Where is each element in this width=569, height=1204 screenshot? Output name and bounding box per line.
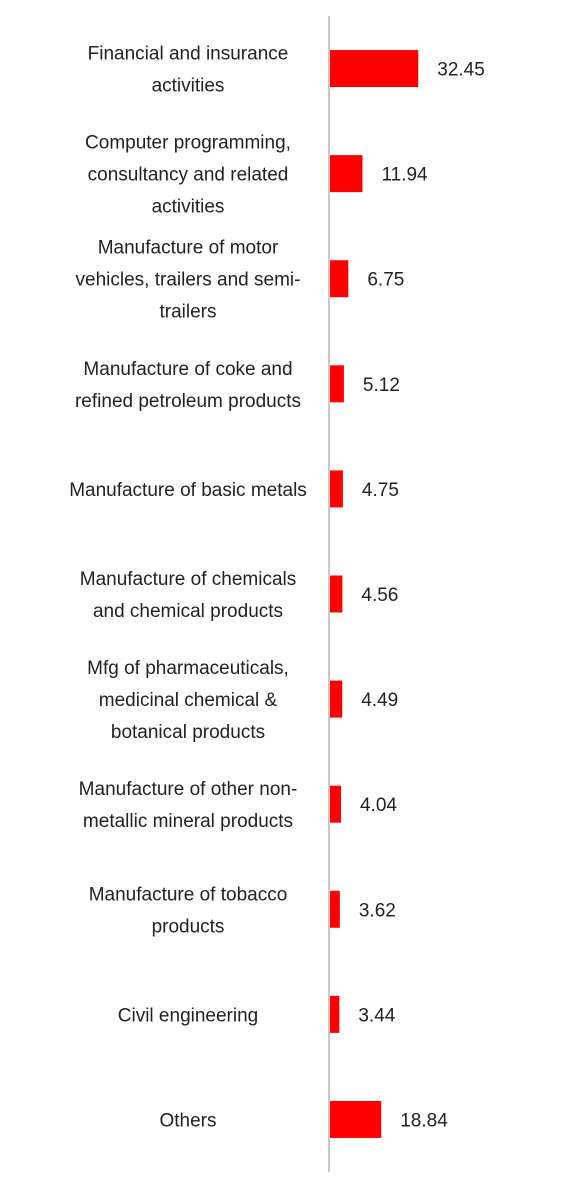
category-label-line: Manufacture of other non- <box>79 779 298 800</box>
value-label: 11.94 <box>381 165 428 186</box>
value-label: 3.44 <box>358 1005 395 1026</box>
bar <box>330 995 340 1033</box>
category-label: Manufacture of chemicals and chemical pro… <box>80 569 297 622</box>
value-label: 4.04 <box>360 795 397 816</box>
category-label: Manufacture of other non-metallic minera… <box>79 779 298 832</box>
category-label: Manufacture of tobacco products <box>89 884 288 937</box>
category-label-line: Others <box>159 1110 216 1131</box>
category-label-line: Mfg of pharmaceuticals, <box>87 658 289 679</box>
value-label: 4.56 <box>361 585 398 606</box>
value-label: 6.75 <box>367 270 404 291</box>
category-label-line: vehicles, trailers and semi- <box>76 270 301 291</box>
category-label-line: Civil engineering <box>118 1005 258 1026</box>
bar <box>330 50 419 88</box>
category-label-line: trailers <box>159 302 216 323</box>
category-label: Manufacture of motor vehicles, trailers a… <box>76 238 301 323</box>
category-label-line: metallic mineral products <box>83 811 293 832</box>
category-label: Manufacture of basic metals <box>69 480 307 501</box>
category-label-line: products <box>152 916 225 937</box>
category-label: Computer programming, consultancy and rel… <box>85 133 291 218</box>
category-label-line: Manufacture of basic metals <box>69 480 307 501</box>
category-label-line: medicinal chemical & <box>99 690 278 711</box>
bar <box>330 890 340 928</box>
value-label: 32.45 <box>437 60 485 81</box>
bar <box>330 155 363 193</box>
bar <box>330 1100 382 1138</box>
category-labels: Financial and insurance activitiesCompute… <box>69 44 307 1132</box>
category-label-line: Financial and insurance <box>88 44 289 65</box>
bar <box>330 680 343 718</box>
category-label: Manufacture of coke and refined petroleum… <box>75 359 301 412</box>
category-label-line: and chemical products <box>93 601 283 622</box>
bar <box>330 260 349 298</box>
category-label: Mfg of pharmaceuticals, medicinal chemica… <box>87 658 289 743</box>
category-label-line: Manufacture of motor <box>98 238 279 259</box>
value-labels: 32.45 11.94 6.75 5.12 4.75 4.56 4.49 4.04 3.62 3.… <box>358 60 484 1132</box>
category-label-line: refined petroleum products <box>75 391 301 412</box>
category-label-line: activities <box>152 197 225 218</box>
bar <box>330 575 343 613</box>
bar <box>330 785 341 823</box>
value-label: 3.62 <box>359 900 396 921</box>
category-label-line: activities <box>152 76 225 97</box>
category-label-line: botanical products <box>111 722 265 743</box>
value-label: 18.84 <box>400 1110 448 1131</box>
bar-series <box>330 50 419 1138</box>
category-label-line: Manufacture of chemicals <box>80 569 297 590</box>
value-label: 4.49 <box>361 690 398 711</box>
bar <box>330 365 344 403</box>
category-label: Financial and insurance activities <box>88 44 289 97</box>
category-label-line: consultancy and related <box>88 165 289 186</box>
value-label: 5.12 <box>363 375 400 396</box>
category-label-line: Manufacture of coke and <box>83 359 292 380</box>
category-label: Civil engineering <box>118 1005 258 1026</box>
category-label-line: Computer programming, <box>85 133 291 154</box>
bar <box>330 470 343 508</box>
category-label: Others <box>159 1110 216 1131</box>
value-label: 4.75 <box>362 480 399 501</box>
category-label-line: Manufacture of tobacco <box>89 884 288 905</box>
